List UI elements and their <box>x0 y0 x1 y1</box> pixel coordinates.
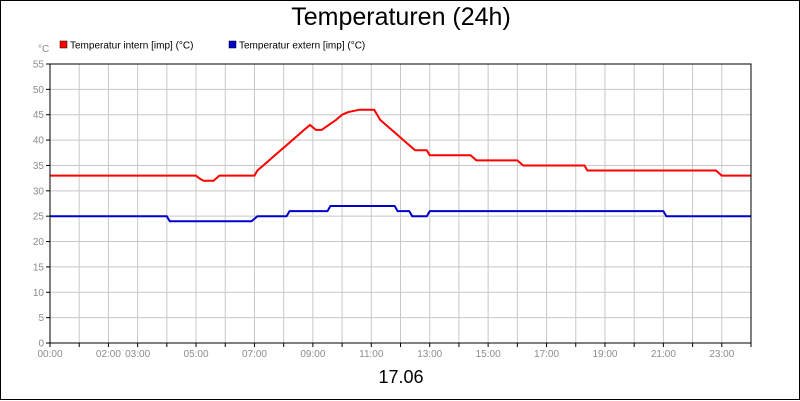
legend-swatch <box>59 40 68 49</box>
x-tick-label: 11:00 <box>359 349 384 360</box>
y-tick-label: 30 <box>33 186 45 197</box>
chart-title: Temperaturen (24h) <box>291 3 511 31</box>
x-tick-label: 17:00 <box>534 349 559 360</box>
y-tick-label: 20 <box>33 237 45 248</box>
x-tick-label: 00:00 <box>37 349 62 360</box>
x-tick-label: 23:00 <box>709 349 734 360</box>
y-tick-label: 45 <box>33 110 45 121</box>
series-layer <box>50 108 751 223</box>
y-tick-label: 25 <box>33 212 45 223</box>
y-tick-label: 5 <box>38 313 44 324</box>
chart-subtitle: 17.06 <box>378 367 424 387</box>
x-tick-label: 07:00 <box>242 349 267 360</box>
y-tick-label: 35 <box>33 161 45 172</box>
legend-label: Temperatur intern [imp] (°C) <box>70 41 193 52</box>
legend: Temperatur intern [imp] (°C) Temperatur e… <box>59 40 365 52</box>
x-tick-label: 02:00 <box>96 349 121 360</box>
x-tick-label: 09:00 <box>300 349 325 360</box>
x-tick-label: 15:00 <box>476 349 501 360</box>
y-tick-label: 40 <box>33 136 45 147</box>
legend-swatch <box>228 40 237 49</box>
legend-label: Temperatur extern [imp] (°C) <box>239 41 365 52</box>
axes: 0 5 10 15 20 25 30 35 40 45 50 55 °C 00:00 02:00 03:00 0… <box>33 44 752 360</box>
x-tick-label: 21:00 <box>651 349 676 360</box>
series-line-extern <box>50 205 751 223</box>
plot-border <box>49 63 752 344</box>
x-tick-label: 03:00 <box>125 349 150 360</box>
y-tick-label: 55 <box>33 60 45 71</box>
x-tick-label: 05:00 <box>184 349 209 360</box>
y-unit-label: °C <box>38 44 49 55</box>
y-tick-label: 50 <box>33 85 45 96</box>
y-tick-label: 10 <box>33 288 45 299</box>
grid <box>50 64 751 343</box>
y-tick-label: 15 <box>33 262 45 273</box>
x-tick-label: 13:00 <box>417 349 442 360</box>
y-tick-label: 0 <box>38 339 44 350</box>
x-tick-label: 19:00 <box>592 349 617 360</box>
series-line-intern <box>50 108 751 182</box>
